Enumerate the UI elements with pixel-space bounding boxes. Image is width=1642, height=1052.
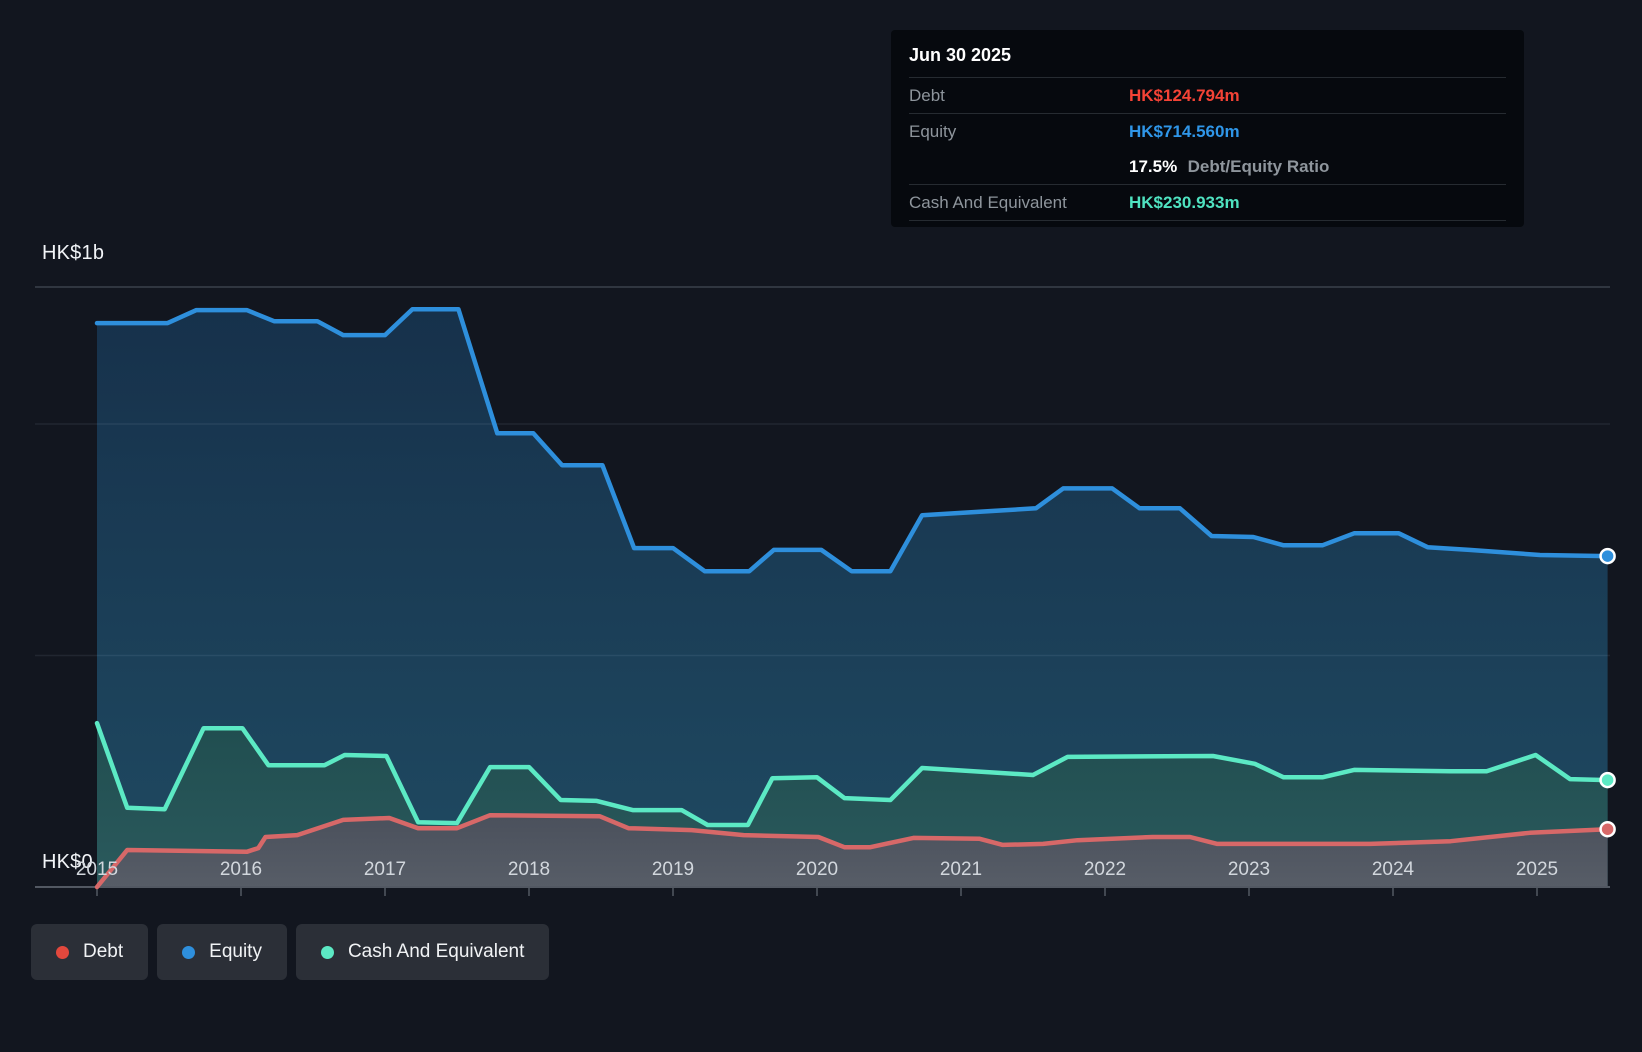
legend-item-debt[interactable]: Debt bbox=[31, 924, 149, 980]
legend-cash-label: Cash And Equivalent bbox=[347, 941, 525, 962]
tooltip-ratio-row: 17.5% Debt/Equity Ratio bbox=[909, 149, 1506, 184]
debt-area bbox=[97, 815, 1608, 887]
x-axis-year-label: 2018 bbox=[507, 859, 551, 880]
debt-endpoint-marker bbox=[1599, 820, 1616, 838]
cash-endpoint-marker bbox=[1599, 771, 1616, 789]
tooltip-equity-value: HK$714.560m bbox=[1129, 121, 1240, 141]
x-axis-year-label: 2015 bbox=[75, 859, 119, 880]
x-axis-year-label: 2020 bbox=[795, 859, 839, 880]
cash-legend-dot-icon bbox=[320, 945, 334, 959]
tooltip-debt-value: HK$124.794m bbox=[1129, 85, 1240, 105]
x-axis-year-label: 2017 bbox=[363, 859, 407, 880]
tooltip-ratio-label: Debt/Equity Ratio bbox=[1187, 156, 1330, 176]
equity-legend-dot-icon bbox=[182, 945, 196, 959]
y-axis-zero-label: HK$0 bbox=[42, 851, 93, 873]
x-axis-year-label: 2025 bbox=[1515, 859, 1559, 880]
tooltip-debt-label: Debt bbox=[909, 85, 945, 105]
hover-tooltip: Jun 30 2025 Debt HK$124.794m Equity HK$7… bbox=[891, 30, 1524, 227]
equity-area bbox=[97, 309, 1608, 887]
cash-line bbox=[94, 720, 1610, 828]
legend-equity-label: Equity bbox=[209, 941, 262, 962]
y-axis-max-label: HK$1b bbox=[42, 242, 105, 264]
tooltip-ratio-value: 17.5% bbox=[1129, 156, 1178, 176]
chart-legend: Debt Equity Cash And Equivalent bbox=[31, 924, 550, 980]
x-axis-year-label: 2021 bbox=[939, 859, 983, 880]
x-axis-year-label: 2022 bbox=[1083, 859, 1127, 880]
legend-debt-label: Debt bbox=[83, 941, 124, 962]
x-axis-year-label: 2019 bbox=[651, 859, 695, 880]
tooltip-cash-value: HK$230.933m bbox=[1129, 192, 1240, 212]
debt-line bbox=[94, 812, 1610, 890]
tooltip-cash-label: Cash And Equivalent bbox=[909, 192, 1067, 212]
tooltip-cash-row: Cash And Equivalent HK$230.933m bbox=[909, 184, 1506, 221]
tooltip-equity-label: Equity bbox=[909, 121, 957, 141]
tooltip-date: Jun 30 2025 bbox=[909, 45, 1012, 65]
debt-legend-dot-icon bbox=[56, 945, 69, 959]
x-axis-year-label: 2024 bbox=[1371, 859, 1415, 880]
tooltip-equity-row: Equity HK$714.560m bbox=[909, 113, 1506, 149]
legend-item-equity[interactable]: Equity bbox=[157, 924, 287, 980]
legend-item-cash[interactable]: Cash And Equivalent bbox=[295, 924, 550, 980]
tooltip-debt-row: Debt HK$124.794m bbox=[909, 77, 1506, 113]
x-axis-year-label: 2016 bbox=[219, 859, 263, 880]
equity-line bbox=[94, 306, 1610, 574]
x-axis-year-label: 2023 bbox=[1227, 859, 1271, 880]
equity-endpoint-marker bbox=[1599, 547, 1616, 565]
